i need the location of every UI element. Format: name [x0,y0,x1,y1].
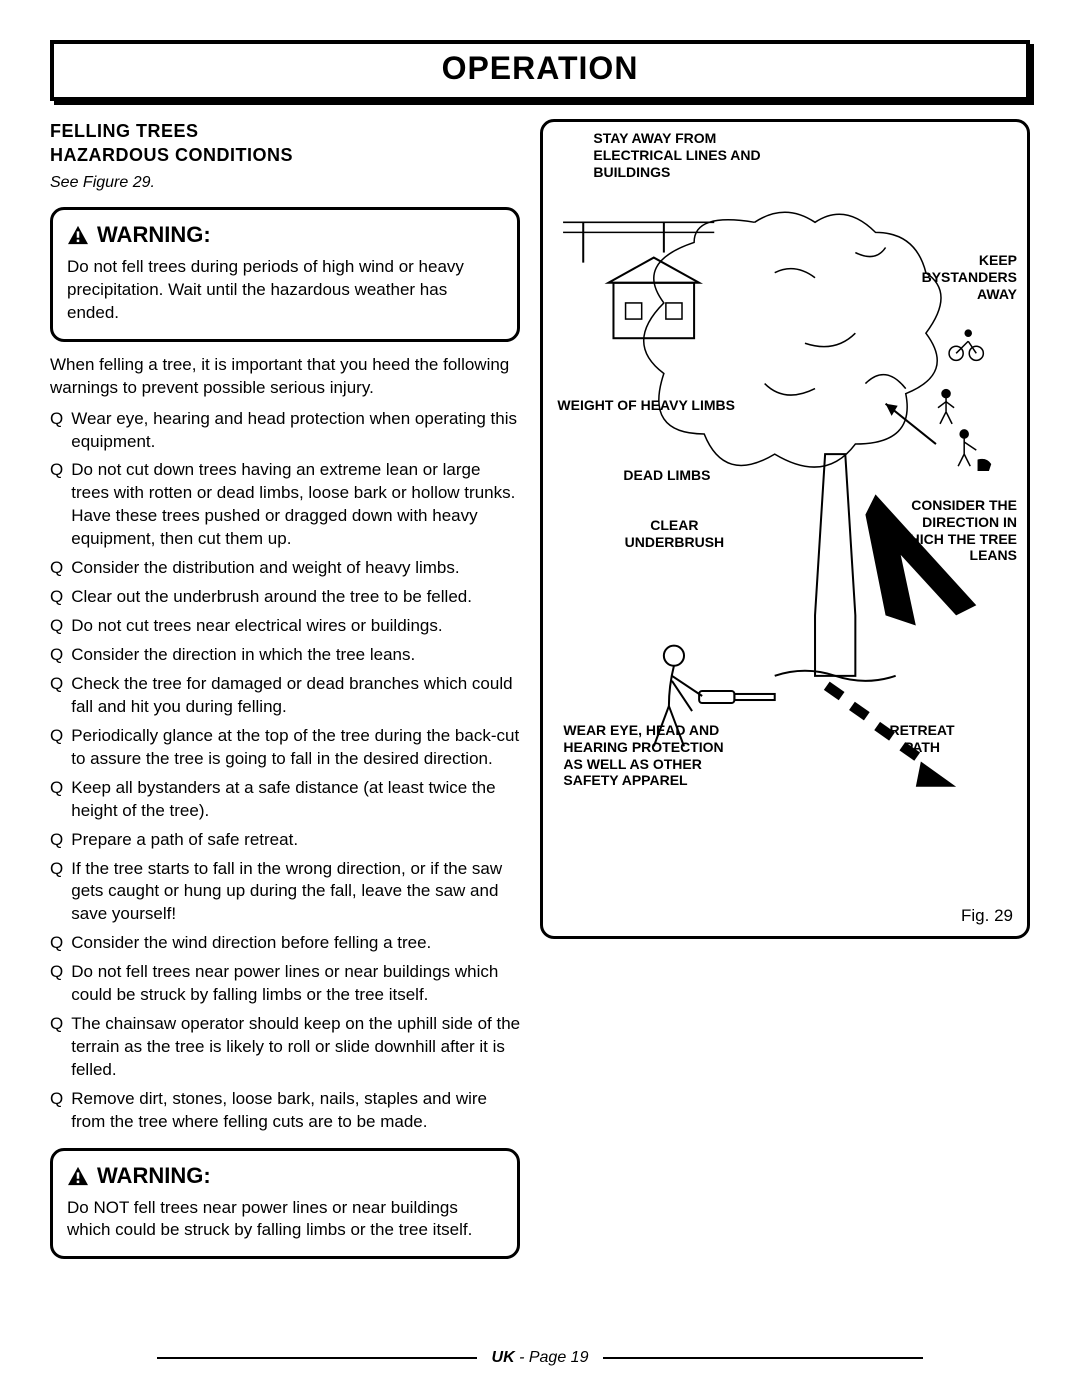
list-item: Q Do not cut trees near electrical wires … [50,615,520,638]
list-item: QDo not fell trees near power lines or n… [50,961,520,1007]
bullet-marker: Q [50,1013,63,1082]
bullet-marker: Q [50,557,63,580]
bullet-text: If the tree starts to fall in the wrong … [71,858,520,927]
bullet-text: Check the tree for damaged or dead branc… [71,673,520,719]
bullet-marker: Q [50,961,63,1007]
bullet-marker: Q [50,777,63,823]
figure-box: STAY AWAY FROM ELECTRICAL LINES AND BUIL… [540,119,1030,939]
bullet-text: Do not cut down trees having an extreme … [71,459,520,551]
page-title: OPERATION [54,50,1026,87]
figure-illustration [553,182,1017,887]
warning-icon [67,1166,89,1186]
footer-page: - Page 19 [519,1349,588,1366]
warning-label-2: WARNING: [97,1161,211,1191]
bullet-list: QWear eye, hearing and head protection w… [50,408,520,1134]
bullet-text: The chainsaw operator should keep on the… [71,1013,520,1082]
footer-rule-right [603,1357,923,1359]
list-item: QIf the tree starts to fall in the wrong… [50,858,520,927]
bullet-text: Prepare a path of safe retreat. [71,829,298,852]
warning-box-2: WARNING: Do NOT fell trees near power li… [50,1148,520,1260]
footer-region: UK [492,1349,515,1366]
bullet-text: Consider the wind direction before felli… [71,932,431,955]
warning-title-1: WARNING: [67,220,503,250]
bullet-text: Wear eye, hearing and head protection wh… [71,408,520,454]
page-footer: UK - Page 19 [50,1349,1030,1367]
bullet-text: Do not fell trees near power lines or ne… [71,961,520,1007]
list-item: Q Consider the wind direction before fell… [50,932,520,955]
list-item: QKeep all bystanders at a safe distance … [50,777,520,823]
list-item: QDo not cut down trees having an extreme… [50,459,520,551]
warning-title-2: WARNING: [67,1161,503,1191]
bullet-text: Do not cut trees near electrical wires o… [71,615,442,638]
label-stay-away: STAY AWAY FROM ELECTRICAL LINES AND BUIL… [593,130,763,180]
figure-caption: Fig. 29 [961,906,1013,926]
bullet-marker: Q [50,829,63,852]
warning-box-1: WARNING: Do not fell trees during period… [50,207,520,342]
bullet-text: Clear out the underbrush around the tree… [71,586,472,609]
warning-text-1: Do not fell trees during periods of high… [67,256,503,325]
title-box: OPERATION [50,40,1030,101]
bullet-marker: Q [50,615,63,638]
bullet-marker: Q [50,586,63,609]
bullet-text: Periodically glance at the top of the tr… [71,725,520,771]
list-item: Q Consider the distribution and weight of… [50,557,520,580]
bullet-marker: Q [50,858,63,927]
list-item: Q Consider the direction in which the tre… [50,644,520,667]
list-item: QPeriodically glance at the top of the t… [50,725,520,771]
list-item: QCheck the tree for damaged or dead bran… [50,673,520,719]
footer-rule-left [157,1357,477,1359]
bullet-text: Consider the distribution and weight of … [71,557,459,580]
list-item: QThe chainsaw operator should keep on th… [50,1013,520,1082]
warning-text-2: Do NOT fell trees near power lines or ne… [67,1197,503,1243]
bullet-marker: Q [50,408,63,454]
bullet-marker: Q [50,725,63,771]
footer-text: UK - Page 19 [492,1349,593,1366]
bullet-text: Consider the direction in which the tree… [71,644,415,667]
bullet-marker: Q [50,644,63,667]
content-columns: FELLING TREES HAZARDOUS CONDITIONS See F… [50,119,1030,1271]
warning-icon [67,225,89,245]
list-item: QWear eye, hearing and head protection w… [50,408,520,454]
bullet-marker: Q [50,673,63,719]
bullet-text: Remove dirt, stones, loose bark, nails, … [71,1088,520,1134]
list-item: QRemove dirt, stones, loose bark, nails,… [50,1088,520,1134]
bullet-marker: Q [50,932,63,955]
intro-text: When felling a tree, it is important tha… [50,354,520,400]
bullet-marker: Q [50,459,63,551]
list-item: Q Clear out the underbrush around the tre… [50,586,520,609]
right-column: STAY AWAY FROM ELECTRICAL LINES AND BUIL… [540,119,1030,1271]
section-heading-2: HAZARDOUS CONDITIONS [50,143,520,167]
list-item: Q Prepare a path of safe retreat. [50,829,520,852]
warning-label-1: WARNING: [97,220,211,250]
bullet-text: Keep all bystanders at a safe distance (… [71,777,520,823]
bullet-marker: Q [50,1088,63,1134]
figure-reference: See Figure 29. [50,172,520,194]
section-heading-1: FELLING TREES [50,119,520,143]
left-column: FELLING TREES HAZARDOUS CONDITIONS See F… [50,119,520,1271]
